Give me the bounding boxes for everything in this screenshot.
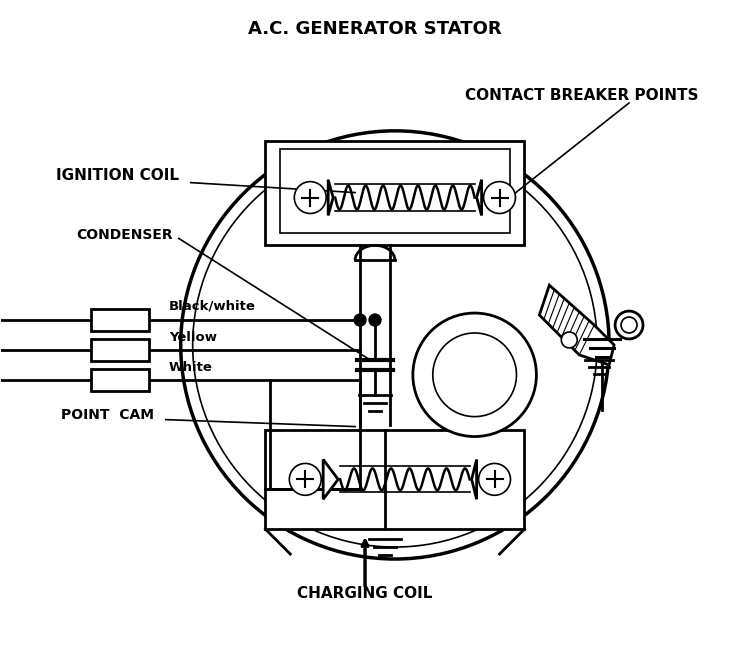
- Circle shape: [369, 314, 381, 326]
- Circle shape: [561, 332, 578, 348]
- Circle shape: [615, 311, 643, 339]
- Text: White: White: [169, 361, 213, 375]
- Bar: [266, 430, 524, 529]
- Circle shape: [354, 314, 366, 326]
- Circle shape: [413, 313, 536, 436]
- Text: Black/white: Black/white: [169, 300, 256, 313]
- Circle shape: [484, 182, 515, 213]
- Polygon shape: [472, 459, 476, 499]
- Polygon shape: [323, 459, 338, 499]
- Polygon shape: [539, 285, 614, 365]
- Polygon shape: [476, 180, 482, 215]
- Bar: [91, 369, 148, 391]
- Bar: [91, 309, 148, 331]
- Text: A.C. GENERATOR STATOR: A.C. GENERATOR STATOR: [248, 20, 502, 38]
- Bar: [266, 141, 524, 245]
- Text: IGNITION COIL: IGNITION COIL: [56, 168, 179, 183]
- Polygon shape: [328, 180, 333, 215]
- Text: CONDENSER: CONDENSER: [76, 228, 172, 243]
- Text: Yellow: Yellow: [169, 331, 217, 344]
- Circle shape: [294, 182, 326, 213]
- Circle shape: [290, 463, 321, 495]
- Text: CHARGING COIL: CHARGING COIL: [297, 586, 433, 602]
- Text: CONTACT BREAKER POINTS: CONTACT BREAKER POINTS: [465, 89, 699, 104]
- Bar: [280, 149, 509, 234]
- Circle shape: [478, 463, 511, 495]
- Text: POINT  CAM: POINT CAM: [62, 407, 154, 422]
- Bar: [91, 339, 148, 361]
